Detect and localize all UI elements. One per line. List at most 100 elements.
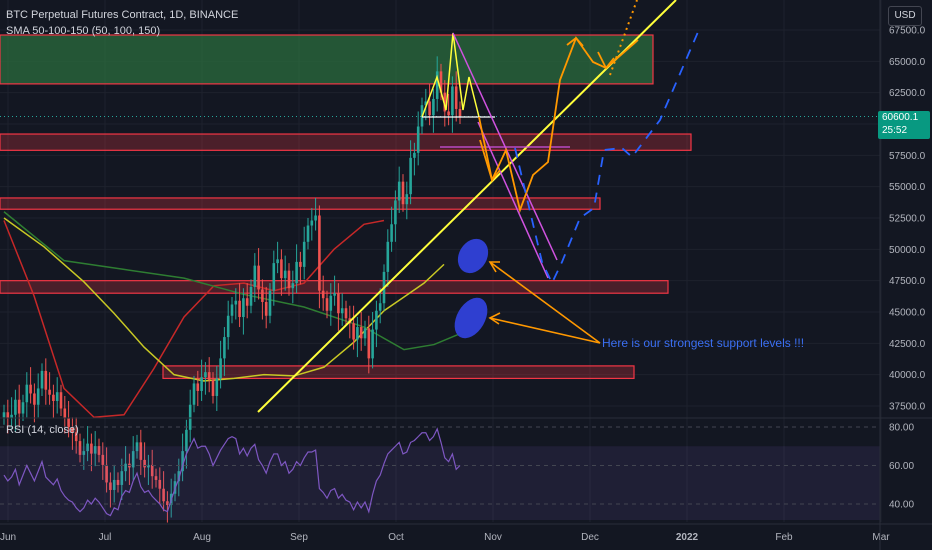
candle-body [337, 293, 340, 314]
rsi-band [0, 446, 880, 520]
candle-body [397, 181, 401, 201]
candle-body [367, 328, 371, 359]
candle-body [36, 388, 40, 405]
last-price-value: 60600.1 [882, 112, 919, 123]
rsi-label: RSI (14, close) [6, 424, 79, 436]
candle-body [219, 358, 222, 379]
sma50-line [3, 219, 385, 419]
candle-body [401, 181, 405, 205]
candle-body [139, 442, 143, 460]
candle-body [207, 372, 211, 380]
candle-body [226, 315, 230, 338]
candle-body [291, 283, 295, 289]
candle-body [78, 441, 82, 455]
sma100-line [3, 217, 445, 382]
time-tick-label: 2022 [676, 532, 699, 543]
candle-body [394, 200, 397, 225]
candle-body [33, 393, 36, 405]
candle-body [242, 298, 245, 318]
candle-body [371, 329, 374, 359]
price-tick-label: 52500.0 [889, 214, 926, 225]
candle-body [405, 194, 409, 205]
grid-lines [0, 0, 882, 522]
rsi-line [3, 427, 461, 517]
candle-body [116, 479, 120, 485]
candle-body [424, 101, 428, 106]
candle-body [257, 265, 260, 290]
candle-body [443, 92, 447, 112]
candle-body [264, 301, 268, 316]
candle-body [321, 290, 325, 299]
candle-body [63, 408, 67, 419]
trader-drawings: Here is our strongest support levels !!! [257, 0, 804, 413]
candle-body [44, 370, 48, 390]
candle-body [409, 157, 412, 195]
price-tick-label: 57500.0 [889, 151, 926, 162]
currency-button[interactable]: USD [888, 6, 922, 26]
moving-averages [3, 211, 465, 419]
price-tick-label: 47500.0 [889, 276, 926, 287]
candle-body [356, 327, 359, 340]
candle-body [390, 224, 393, 242]
price-tick-label: 42500.0 [889, 339, 926, 350]
candle-body [287, 270, 291, 289]
candle-body [223, 337, 226, 359]
support-zone [0, 197, 601, 210]
candle-body [25, 384, 29, 403]
orange-arrow-up [566, 36, 584, 47]
candle-body [14, 399, 17, 415]
candle-body [454, 86, 458, 109]
candle-body [378, 303, 382, 311]
candle-body [413, 152, 416, 158]
projection-blue-dashed [514, 31, 699, 286]
candle-body [261, 289, 264, 302]
candle-body [105, 464, 108, 483]
candle-body [352, 323, 355, 340]
candle-body [158, 479, 162, 489]
candle-body [55, 392, 59, 401]
candle-body [143, 459, 146, 468]
price-tick-label: 67500.0 [889, 26, 926, 37]
support-marker [457, 238, 489, 274]
candle-body [299, 261, 302, 267]
candle-body [150, 464, 154, 477]
candle-body [40, 370, 44, 389]
candle-body [200, 377, 203, 391]
candle-body [112, 479, 116, 490]
candle-body [135, 442, 139, 452]
annotation-text: Here is our strongest support levels !!! [602, 336, 804, 350]
candle-body [185, 429, 188, 452]
time-tick-label: Oct [388, 532, 404, 543]
candle-body [435, 71, 439, 99]
orange-arrow-down [597, 51, 615, 70]
candle-body [90, 443, 93, 454]
candle-body [120, 471, 124, 485]
candle-body [48, 389, 51, 395]
candle-body [181, 451, 184, 472]
candle-body [211, 379, 215, 396]
candle-body [325, 298, 329, 311]
candle-body [192, 383, 196, 405]
candle-body [204, 372, 207, 378]
candle-body [230, 304, 234, 316]
rsi-pane [0, 426, 880, 520]
candle-body [375, 310, 378, 330]
candle-body [344, 308, 348, 319]
candle-body [428, 101, 431, 116]
callout-arrow [489, 317, 601, 344]
candles [0, 56, 880, 523]
candle-body [234, 300, 238, 305]
candle-body [154, 476, 158, 480]
candle-body [2, 412, 6, 418]
candle-body [458, 108, 462, 117]
candle-body [21, 402, 25, 414]
candle-body [416, 126, 420, 153]
candle-body [318, 215, 321, 291]
candle-body [74, 432, 78, 442]
candle-body [17, 399, 21, 414]
rsi-tick-label: 60.00 [889, 461, 914, 472]
price-tick-label: 40000.0 [889, 370, 926, 381]
candle-body [280, 259, 283, 279]
candle-body [238, 300, 241, 318]
